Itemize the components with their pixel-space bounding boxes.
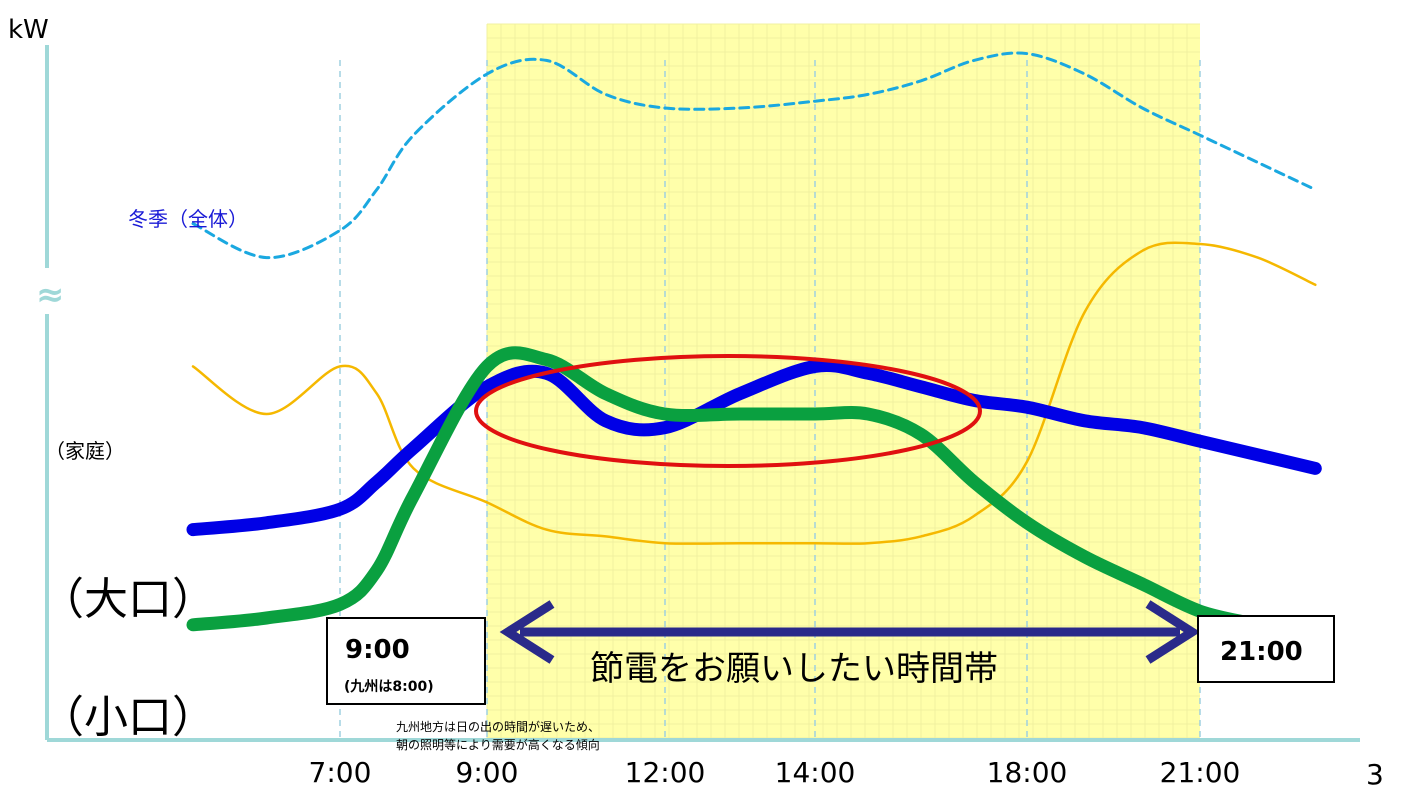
x-tick-label-2100: 21:00 <box>1160 756 1241 787</box>
band-grid <box>486 23 1200 740</box>
series-label-household: （家庭） <box>45 439 125 463</box>
series-label-large: （大口） <box>40 574 216 625</box>
series-line-small <box>186 346 1322 645</box>
series-line-household <box>191 241 1317 545</box>
series-line-winter <box>191 51 1317 260</box>
axis-break-symbol: ≈ <box>36 275 65 315</box>
note-line-2: 朝の照明等により需要が高くなる傾向 <box>396 737 600 752</box>
series-label-winter: 冬季（全体） <box>128 207 248 231</box>
axis-break-gap <box>36 268 60 314</box>
x-tick-label-900: 9:00 <box>456 756 519 787</box>
start-time-label: 9:00 <box>345 635 410 665</box>
series-line-large <box>186 359 1322 537</box>
x-tick-label-1800: 18:00 <box>987 756 1068 787</box>
x-tick-label-1400: 14:00 <box>775 756 856 787</box>
highlight-band <box>487 24 1200 740</box>
note-line-1: 九州地方は日の出の時間が遅いため、 <box>396 719 600 734</box>
x-tick-labels: 7:00 9:00 12:00 14:00 18:00 21:00 <box>309 756 1241 787</box>
x-tick-label-700: 7:00 <box>309 756 372 787</box>
end-time-label: 21:00 <box>1220 637 1303 667</box>
range-arrow <box>499 600 1201 664</box>
end-time-box: 21:00 <box>1197 615 1335 683</box>
start-time-sublabel: (九州は8:00) <box>344 679 434 695</box>
highlight-ellipse <box>474 354 982 468</box>
page-number: 3 <box>1366 758 1384 787</box>
y-axis-label: kW <box>8 15 49 45</box>
range-label: 節電をお願いしたい時間帯 <box>590 649 998 689</box>
x-tick-label-1200: 12:00 <box>625 756 706 787</box>
start-time-box: 9:00 (九州は8:00) <box>326 617 486 705</box>
series-label-small: （小口） <box>40 692 216 743</box>
